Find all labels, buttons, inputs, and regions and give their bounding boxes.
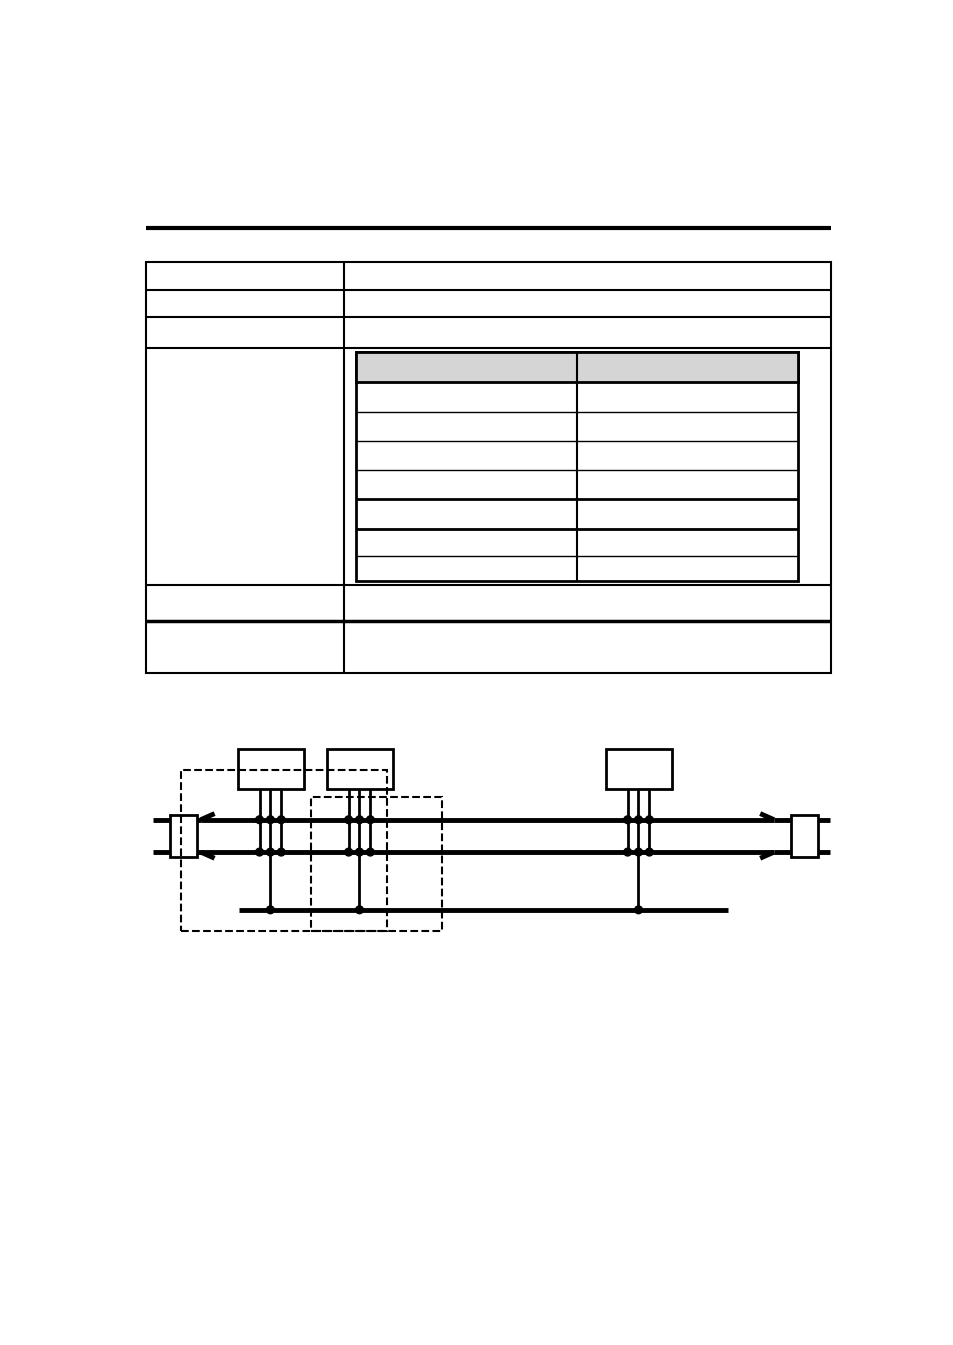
Circle shape: [366, 849, 374, 855]
Circle shape: [623, 816, 631, 823]
Circle shape: [255, 816, 263, 823]
Circle shape: [355, 816, 363, 823]
Bar: [170, 815, 196, 857]
Bar: [311, 796, 441, 931]
Circle shape: [255, 849, 263, 855]
Bar: [237, 749, 303, 790]
Circle shape: [266, 849, 274, 855]
Circle shape: [645, 849, 653, 855]
Circle shape: [266, 816, 274, 823]
Bar: [605, 749, 671, 790]
Circle shape: [344, 816, 353, 823]
Circle shape: [344, 849, 353, 855]
Circle shape: [634, 907, 641, 913]
Circle shape: [277, 816, 285, 823]
Bar: [146, 261, 830, 674]
Bar: [327, 749, 393, 790]
Circle shape: [634, 849, 641, 855]
Bar: [181, 769, 386, 931]
Circle shape: [623, 849, 631, 855]
Circle shape: [366, 816, 374, 823]
Circle shape: [355, 907, 363, 913]
Circle shape: [277, 849, 285, 855]
Bar: [355, 351, 798, 581]
Bar: [790, 815, 818, 857]
Bar: [355, 351, 798, 382]
Circle shape: [645, 816, 653, 823]
Circle shape: [355, 849, 363, 855]
Circle shape: [266, 907, 274, 913]
Circle shape: [634, 816, 641, 823]
